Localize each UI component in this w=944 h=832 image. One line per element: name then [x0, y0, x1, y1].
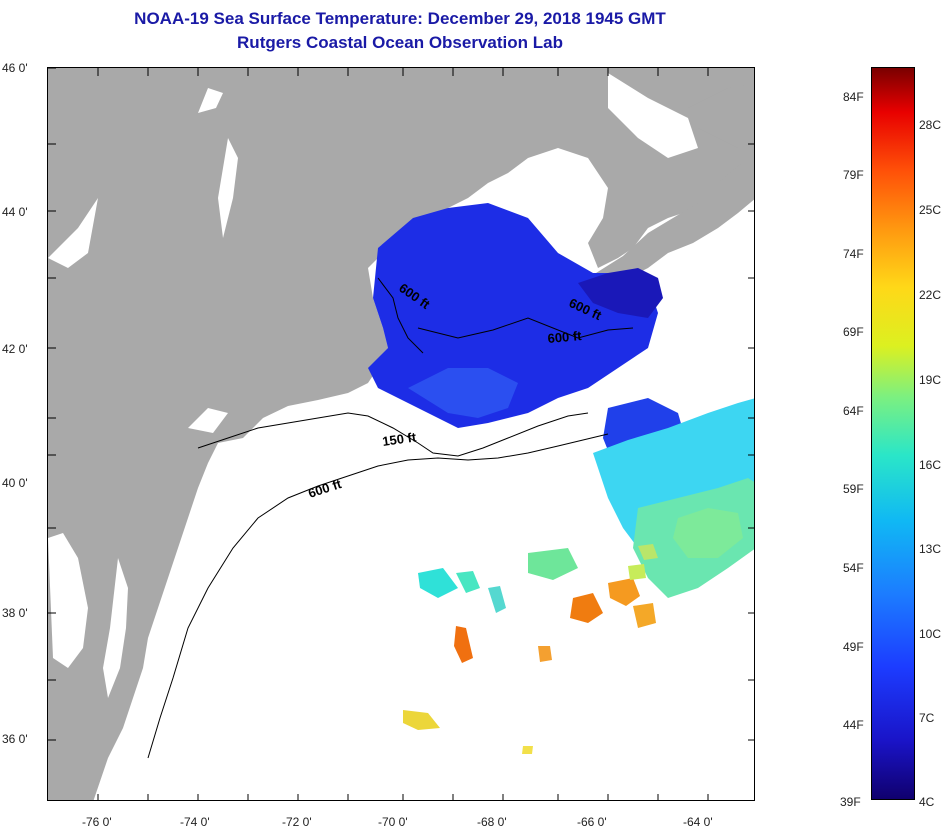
colorbar-c-label: 4C [919, 795, 935, 809]
lon-label: -72 0' [282, 815, 312, 829]
land-newfoundland [688, 83, 754, 148]
colorbar-f-label: 44F [843, 718, 864, 732]
lon-label: -70 0' [378, 815, 408, 829]
sst-patch [403, 710, 440, 730]
colorbar-f-label: 54F [843, 561, 864, 575]
colorbar-f-label: 84F [843, 90, 864, 104]
land-whiteout [48, 533, 88, 668]
colorbar-c-label: 16C [919, 458, 942, 472]
colorbar-f-label: 64F [843, 404, 864, 418]
sst-eddy-green [673, 508, 743, 558]
isobath-600 [147, 433, 609, 759]
map-title: NOAA-19 Sea Surface Temperature: Decembe… [134, 9, 666, 28]
sst-patch [638, 544, 658, 560]
colorbar-c-label: 13C [919, 542, 942, 556]
land-whiteout [198, 88, 223, 113]
colorbar-c-label: 28C [919, 118, 942, 132]
colorbar-f-label: 69F [843, 325, 864, 339]
isobath-label: 150 ft [381, 429, 417, 449]
lat-label: 36 0' [2, 732, 28, 746]
lat-label: 44 0' [2, 205, 28, 219]
land-whiteout [103, 558, 128, 698]
isobath-label: 600 ft [547, 328, 583, 346]
map-subtitle: Rutgers Coastal Ocean Observation Lab [237, 33, 563, 52]
sst-map-canvas: 600 ft 600 ft 600 ft 150 ft 600 ft [48, 68, 754, 800]
colorbar-f-label: 39F [840, 795, 861, 809]
sst-warm-eddy [454, 626, 473, 663]
land-whiteout [608, 73, 698, 158]
isobath-label: 600 ft [306, 476, 344, 501]
colorbar-f-label: 74F [843, 247, 864, 261]
map-ticks [48, 68, 754, 800]
sst-patch [456, 571, 480, 593]
sst-patch [538, 646, 552, 662]
colorbar-c-label: 10C [919, 627, 942, 641]
sst-patch [488, 586, 506, 613]
sst-patch [418, 568, 458, 598]
colorbar-f-label: 79F [843, 168, 864, 182]
land-nova-scotia [596, 158, 754, 283]
land-whiteout [48, 198, 98, 268]
colorbar-f-label: 59F [843, 482, 864, 496]
isobath-600-gom [417, 317, 634, 339]
sst-patch [528, 548, 578, 580]
lon-label: -64 0' [683, 815, 713, 829]
lon-label: -68 0' [477, 815, 507, 829]
lat-label: 46 0' [2, 61, 28, 75]
lat-label: 42 0' [2, 342, 28, 356]
isobath-150 [197, 412, 589, 457]
colorbar-c-label: 22C [919, 288, 942, 302]
colorbar-f-label: 49F [843, 640, 864, 654]
sst-patch [628, 564, 646, 580]
lon-label: -74 0' [180, 815, 210, 829]
land-whiteout [188, 408, 228, 433]
land-whiteout [218, 138, 238, 238]
isobath-600-gom2 [377, 277, 424, 354]
lon-label: -66 0' [577, 815, 607, 829]
sst-map: 600 ft 600 ft 600 ft 150 ft 600 ft [47, 67, 755, 801]
colorbar-c-label: 25C [919, 203, 942, 217]
colorbar-c-label: 7C [919, 711, 935, 725]
sst-georges [408, 368, 518, 418]
lat-label: 40 0' [2, 476, 28, 490]
land-mainland [48, 68, 754, 800]
sst-warm-eddy [633, 603, 656, 628]
lon-label: -76 0' [82, 815, 112, 829]
colorbar-c-label: 19C [919, 373, 942, 387]
lat-label: 38 0' [2, 606, 28, 620]
sst-warm-eddy [570, 593, 603, 623]
sst-warm-eddy [608, 578, 640, 606]
sst-patch [522, 746, 533, 754]
temperature-colorbar [871, 67, 915, 800]
sst-scotian-shelf [578, 268, 663, 318]
